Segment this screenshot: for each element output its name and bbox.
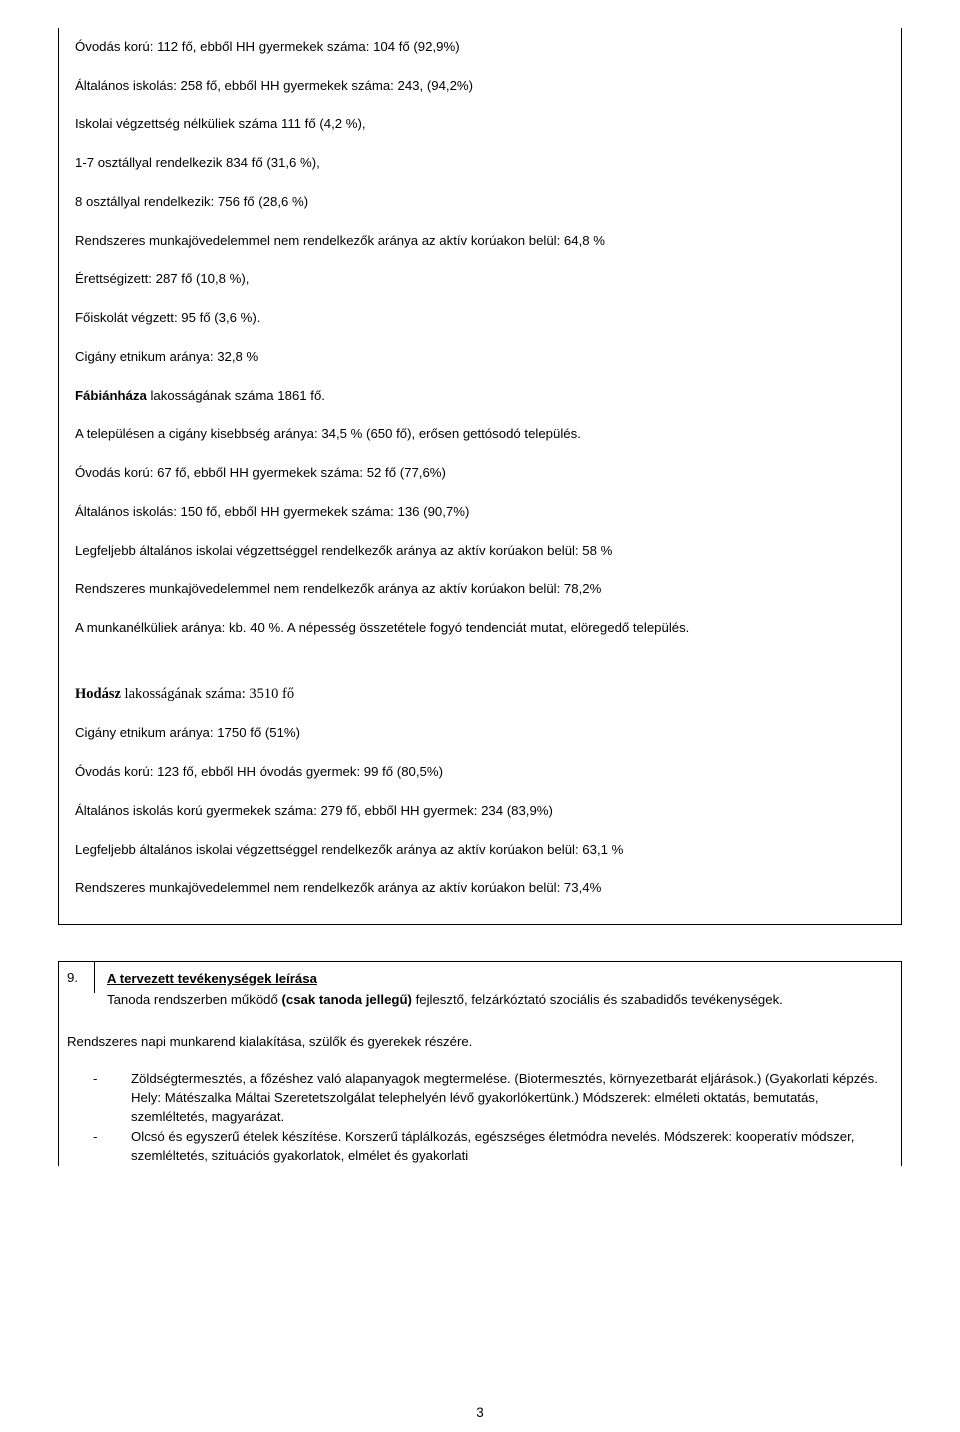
paragraph: Rendszeres munkajövedelemmel nem rendelk… (75, 580, 885, 599)
paragraph: Általános iskolás: 150 fő, ebből HH gyer… (75, 503, 885, 522)
paragraph: Óvodás korú: 67 fő, ebből HH gyermekek s… (75, 464, 885, 483)
paragraph: A településen a cigány kisebbség aránya:… (75, 425, 885, 444)
paragraph: Legfeljebb általános iskolai végzettségg… (75, 542, 885, 561)
bold-name: Fábiánháza (75, 388, 147, 403)
text-span: lakosságának száma: 3510 fő (121, 686, 294, 702)
paragraph: A munkanélküliek aránya: kb. 40 %. A nép… (75, 619, 885, 638)
list-item: - Olcsó és egyszerű ételek készítése. Ko… (93, 1128, 887, 1165)
paragraph: Iskolai végzettség nélküliek száma 111 f… (75, 115, 885, 134)
section-row: 9. A tervezett tevékenységek leírása Tan… (59, 962, 901, 1019)
list-text: Zöldségtermesztés, a főzéshez való alapa… (131, 1070, 887, 1126)
section-body: A tervezett tevékenységek leírása Tanoda… (95, 962, 901, 1019)
paragraph: Hodász lakosságának száma: 3510 fő (75, 684, 885, 705)
paragraph: Tanoda rendszerben működő (csak tanoda j… (107, 991, 887, 1010)
bold-span: (csak tanoda jellegű) (281, 992, 411, 1007)
text-span: fejlesztő, felzárkóztató szociális és sz… (412, 992, 783, 1007)
page: Óvodás korú: 112 fő, ebből HH gyermekek … (0, 0, 960, 1432)
paragraph: Rendszeres munkajövedelemmel nem rendelk… (75, 879, 885, 898)
dash-icon: - (93, 1070, 131, 1089)
paragraph: Rendszeres munkajövedelemmel nem rendelk… (75, 232, 885, 251)
section-title: A tervezett tevékenységek leírása (107, 970, 887, 989)
paragraph: Legfeljebb általános iskolai végzettségg… (75, 841, 885, 860)
paragraph: Cigány etnikum aránya: 32,8 % (75, 348, 885, 367)
paragraph: 1-7 osztállyal rendelkezik 834 fő (31,6 … (75, 154, 885, 173)
list-item: - Zöldségtermesztés, a főzéshez való ala… (93, 1070, 887, 1126)
page-number: 3 (0, 1405, 960, 1420)
paragraph: Főiskolát végzett: 95 fő (3,6 %). (75, 309, 885, 328)
bold-name: Hodász (75, 686, 121, 702)
paragraph: Érettségizett: 287 fő (10,8 %), (75, 270, 885, 289)
bullet-list: - Zöldségtermesztés, a főzéshez való ala… (59, 1070, 901, 1166)
paragraph: Rendszeres napi munkarend kialakítása, s… (59, 1033, 901, 1052)
list-text: Olcsó és egyszerű ételek készítése. Kors… (131, 1128, 887, 1165)
section-number: 9. (59, 962, 95, 993)
dash-icon: - (93, 1128, 131, 1147)
text-span: Tanoda rendszerben működő (107, 992, 281, 1007)
main-text-box: Óvodás korú: 112 fő, ebből HH gyermekek … (58, 28, 902, 925)
text-span: lakosságának száma 1861 fő. (147, 388, 325, 403)
paragraph: Fábiánháza lakosságának száma 1861 fő. (75, 387, 885, 406)
paragraph: Cigány etnikum aránya: 1750 fő (51%) (75, 724, 885, 743)
section-box: 9. A tervezett tevékenységek leírása Tan… (58, 961, 902, 1166)
paragraph: Óvodás korú: 123 fő, ebből HH óvodás gye… (75, 763, 885, 782)
paragraph: Általános iskolás korú gyermekek száma: … (75, 802, 885, 821)
paragraph: 8 osztállyal rendelkezik: 756 fő (28,6 %… (75, 193, 885, 212)
paragraph: Óvodás korú: 112 fő, ebből HH gyermekek … (75, 38, 885, 57)
paragraph: Általános iskolás: 258 fő, ebből HH gyer… (75, 77, 885, 96)
